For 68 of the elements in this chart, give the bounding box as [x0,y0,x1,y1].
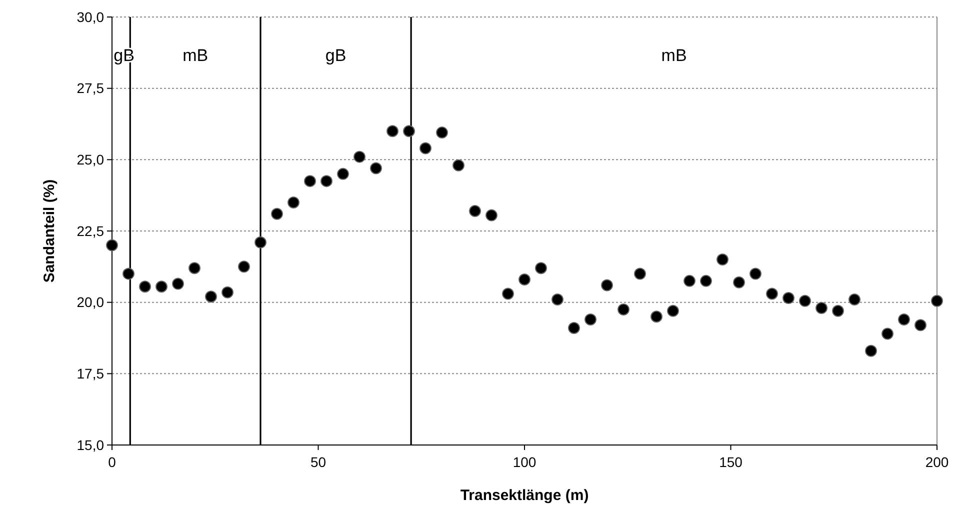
point [618,303,630,316]
y-tick-label: 17,5 [76,366,104,382]
point [568,322,580,334]
point [518,274,530,286]
annotation: mB [661,46,687,65]
y-tick-label: 20,0 [76,294,104,310]
point [535,262,547,274]
y-tick-label: 27,5 [76,80,104,96]
point [502,288,514,300]
point [469,205,481,218]
point [601,279,613,292]
point [816,302,828,314]
point [139,280,151,293]
point [222,286,234,298]
point [122,268,134,280]
point [700,274,712,287]
x-tick-label: 0 [108,454,116,470]
point [584,313,596,326]
point [271,208,283,220]
point [634,268,646,280]
point [766,288,778,300]
point [172,278,184,290]
x-tick-label: 200 [925,454,949,470]
point [865,344,877,357]
point [799,294,811,307]
y-tick-label: 15,0 [76,436,104,453]
annotation: gB [325,46,346,65]
point [205,290,217,303]
y-tick-label: 22,5 [76,222,104,239]
point [386,125,398,138]
point [452,159,464,172]
y-tick-label: 25,0 [76,152,104,168]
x-tick-label: 150 [719,454,743,470]
point [750,268,762,280]
point [914,319,926,332]
point [486,209,498,222]
point [436,126,448,139]
point [552,293,564,306]
x-tick-label: 100 [512,454,536,470]
point [848,293,860,306]
point [667,304,679,317]
point [420,142,432,154]
point [882,328,894,340]
point [782,292,794,304]
point [650,310,662,323]
point [156,280,168,293]
point [716,254,728,266]
y-tick-label: 30,0 [76,8,104,25]
point [238,260,250,273]
point [106,239,118,252]
point [337,168,349,180]
x-axis-title: Transektlänge (m) [460,487,589,504]
point [403,125,415,138]
x-tick-label: 50 [310,454,326,470]
y-axis-title: Sandanteil (%) [41,179,58,283]
point [304,175,316,188]
point [832,304,844,317]
point [320,175,332,188]
point [188,262,200,274]
point [684,274,696,287]
point [370,162,382,174]
point [354,150,366,163]
point [288,196,300,208]
point [733,276,745,288]
annotation: mB [182,46,208,65]
point [898,313,910,326]
point [254,236,266,248]
point [931,294,943,307]
